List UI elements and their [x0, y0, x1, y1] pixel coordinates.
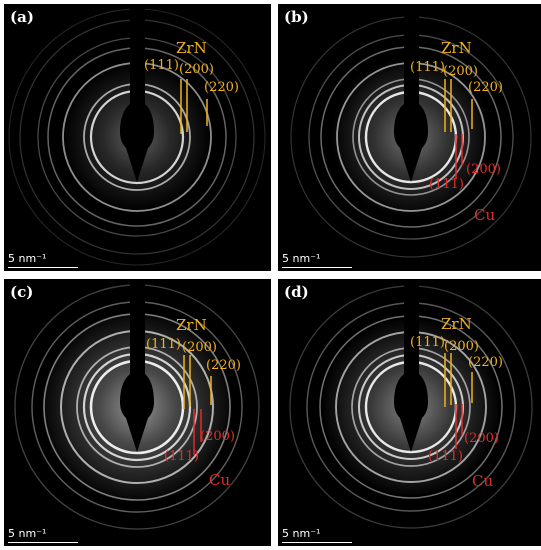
zrn-index-220: (220)	[468, 80, 503, 95]
scale-bar	[8, 266, 78, 268]
zrn-index-111: (111)	[146, 337, 181, 352]
scale-bar-label: 5 nm⁻¹	[282, 527, 321, 540]
zrn-index-111: (111)	[144, 58, 179, 73]
zrn-index-200: (200)	[179, 62, 214, 77]
zrn-index-111: (111)	[410, 335, 445, 350]
diffraction-panel-b: (b) ZrN (111) (200) (220) (200) (111) Cu…	[278, 4, 541, 271]
cu-index-200: (200)	[200, 429, 235, 444]
panel-label: (d)	[284, 283, 309, 301]
diffraction-pattern-b	[290, 4, 532, 258]
zrn-title: ZrN	[441, 315, 472, 333]
diffraction-pattern-d	[289, 279, 533, 529]
diffraction-pattern-a	[8, 4, 266, 266]
cu-title: Cu	[474, 206, 496, 224]
scale-bar	[8, 541, 78, 543]
zrn-index-200: (200)	[182, 340, 217, 355]
cu-index-111: (111)	[429, 177, 464, 192]
zrn-title: ZrN	[441, 39, 472, 57]
cu-index-111: (111)	[164, 449, 199, 464]
beam-stop	[120, 4, 154, 182]
beam-stop	[120, 279, 154, 452]
zrn-index-111: (111)	[410, 60, 445, 75]
panel-label: (b)	[284, 8, 309, 26]
zrn-title: ZrN	[176, 316, 207, 334]
diffraction-pattern-c	[14, 279, 260, 530]
scale-bar-label: 5 nm⁻¹	[282, 252, 321, 265]
zrn-index-220: (220)	[468, 355, 503, 370]
diffraction-panel-a: (a) ZrN (111) (200) (220) 5 nm⁻¹	[4, 4, 271, 271]
panel-label: (a)	[10, 8, 34, 26]
scale-bar-label: 5 nm⁻¹	[8, 527, 47, 540]
beam-stop	[394, 4, 428, 182]
zrn-index-220: (220)	[206, 358, 241, 373]
cu-index-200: (200)	[466, 162, 501, 177]
zrn-index-200: (200)	[444, 339, 479, 354]
beam-stop	[394, 279, 428, 452]
scale-bar	[282, 266, 352, 268]
zrn-index-200: (200)	[443, 64, 478, 79]
zrn-title: ZrN	[176, 39, 207, 57]
zrn-index-220: (220)	[204, 80, 239, 95]
cu-index-111: (111)	[428, 449, 463, 464]
diffraction-panel-d: (d) ZrN (111) (200) (220) (200) (111) Cu…	[278, 279, 541, 546]
cu-index-200: (200)	[464, 431, 499, 446]
diffraction-panel-c: (c) ZrN (111) (200) (220) (200) (111) Cu…	[4, 279, 271, 546]
scale-bar	[282, 541, 352, 543]
cu-title: Cu	[209, 471, 231, 489]
scale-bar-label: 5 nm⁻¹	[8, 252, 47, 265]
panel-label: (c)	[10, 283, 34, 301]
cu-title: Cu	[472, 472, 494, 490]
